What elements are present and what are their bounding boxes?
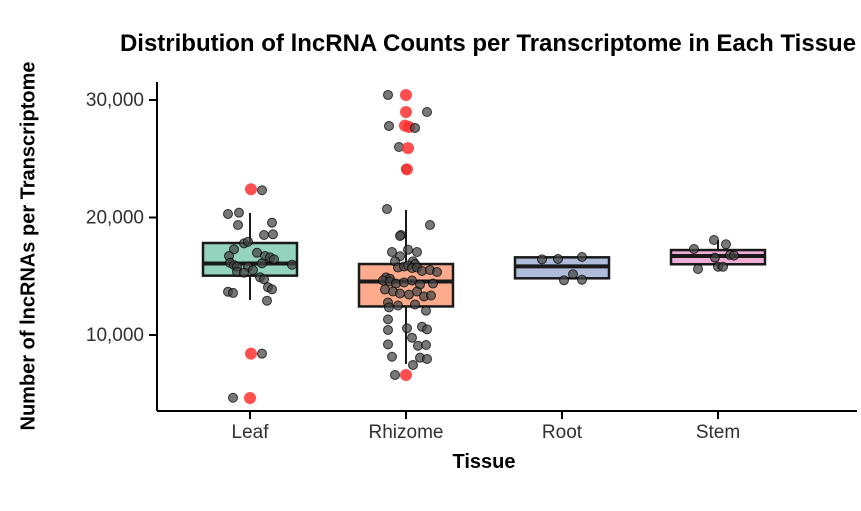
data-point bbox=[407, 332, 417, 343]
data-point bbox=[422, 324, 432, 335]
data-point bbox=[267, 217, 277, 228]
data-point bbox=[412, 286, 422, 297]
x-tick-label: Leaf bbox=[232, 422, 270, 443]
data-point bbox=[402, 323, 412, 334]
data-point bbox=[233, 220, 243, 231]
outlier-point bbox=[245, 347, 257, 360]
data-point bbox=[395, 230, 405, 241]
data-point bbox=[577, 251, 587, 262]
data-point bbox=[239, 267, 249, 278]
outlier-point bbox=[400, 368, 412, 381]
data-point bbox=[537, 254, 547, 265]
data-point bbox=[693, 264, 703, 275]
data-point bbox=[384, 302, 394, 313]
data-point bbox=[268, 229, 278, 240]
data-point bbox=[395, 288, 405, 299]
x-tick-label: Root bbox=[542, 422, 583, 443]
data-point bbox=[403, 244, 413, 255]
data-point bbox=[228, 392, 238, 403]
data-point bbox=[412, 247, 422, 258]
data-point bbox=[234, 207, 244, 218]
data-point bbox=[269, 254, 279, 265]
data-point bbox=[262, 295, 272, 306]
data-point bbox=[248, 265, 258, 276]
data-point bbox=[421, 339, 431, 350]
data-point bbox=[259, 274, 269, 285]
data-point bbox=[421, 305, 431, 316]
outlier-point bbox=[402, 142, 414, 155]
data-point bbox=[568, 269, 578, 280]
x-tick-label: Rhizome bbox=[369, 422, 444, 443]
data-point bbox=[709, 235, 719, 246]
data-point bbox=[425, 220, 435, 231]
data-point bbox=[410, 299, 420, 310]
data-point bbox=[223, 208, 233, 219]
y-axis-title: Number of lncRNAs per Transcriptome bbox=[17, 61, 40, 431]
data-point bbox=[559, 275, 569, 286]
data-point bbox=[387, 351, 397, 362]
chart-title: Distribution of lncRNA Counts per Transc… bbox=[119, 30, 857, 57]
data-point bbox=[387, 247, 397, 258]
data-point bbox=[228, 287, 238, 298]
data-point bbox=[393, 300, 403, 311]
data-point bbox=[267, 284, 277, 295]
data-point bbox=[408, 359, 418, 370]
data-point bbox=[257, 258, 267, 269]
data-point bbox=[689, 243, 699, 254]
outlier-point bbox=[245, 183, 257, 196]
x-axis-title: Tissue bbox=[452, 451, 516, 473]
y-tick-label: 10,000 bbox=[86, 325, 144, 346]
data-point bbox=[383, 324, 393, 335]
data-point bbox=[710, 252, 720, 263]
data-point bbox=[287, 259, 297, 270]
data-point bbox=[383, 339, 393, 350]
data-point bbox=[383, 89, 393, 100]
y-tick-label: 20,000 bbox=[86, 208, 144, 229]
data-point bbox=[553, 253, 563, 264]
data-point bbox=[577, 274, 587, 285]
data-point bbox=[422, 353, 432, 364]
data-point bbox=[718, 261, 728, 272]
outlier-point bbox=[400, 88, 412, 101]
data-point bbox=[257, 348, 267, 359]
data-point bbox=[382, 204, 392, 215]
x-tick-label: Stem bbox=[696, 422, 740, 443]
data-point bbox=[384, 120, 394, 131]
data-point bbox=[721, 239, 731, 250]
data-point bbox=[257, 185, 267, 196]
data-point bbox=[229, 244, 239, 255]
data-point bbox=[259, 230, 269, 241]
y-tick-label: 30,000 bbox=[86, 90, 144, 111]
data-point bbox=[407, 275, 417, 286]
data-point bbox=[426, 290, 436, 301]
outlier-point bbox=[401, 163, 413, 176]
data-point bbox=[410, 122, 420, 133]
data-point bbox=[428, 278, 438, 289]
data-point bbox=[243, 236, 253, 247]
outlier-point bbox=[244, 391, 256, 404]
data-point bbox=[383, 314, 393, 325]
data-point bbox=[390, 369, 400, 380]
data-point bbox=[432, 267, 442, 278]
outlier-point bbox=[400, 105, 412, 118]
data-point bbox=[729, 250, 739, 261]
data-point bbox=[422, 106, 432, 117]
